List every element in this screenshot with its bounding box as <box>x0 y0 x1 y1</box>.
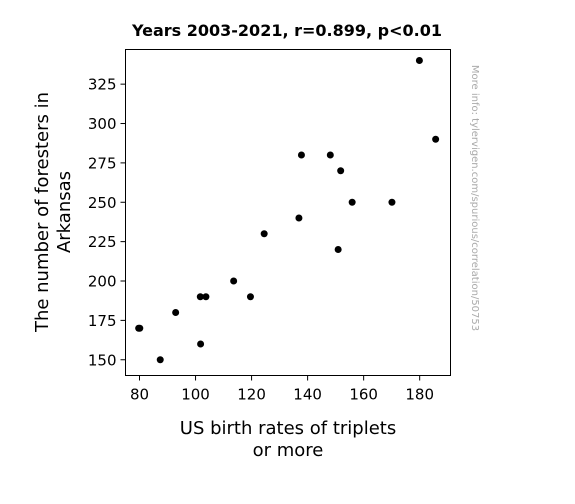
x-tick-label: 180 <box>405 386 434 404</box>
scatter-point <box>334 246 342 254</box>
x-axis-label-line-2: or more <box>253 440 324 461</box>
x-tick-label: 120 <box>237 386 266 404</box>
x-tick-label: 160 <box>349 386 378 404</box>
scatter-point <box>136 324 144 332</box>
y-tick-label: 250 <box>88 194 117 212</box>
chart-title: Years 2003-2021, r=0.899, p<0.01 <box>131 21 442 40</box>
y-tick-label: 200 <box>88 273 117 291</box>
y-tick-label: 175 <box>88 312 117 330</box>
scatter-point <box>432 135 440 143</box>
y-axis-ticks: 150 175 200 225 250 275 300 325 <box>88 76 126 369</box>
scatter-point <box>297 151 305 159</box>
scatter-point <box>197 340 205 348</box>
plot-area <box>125 49 451 376</box>
y-tick-label: 325 <box>88 76 117 94</box>
x-axis-ticks: 80 100 120 140 160 180 <box>130 375 434 404</box>
scatter-point <box>172 309 180 317</box>
x-tick-label: 100 <box>181 386 210 404</box>
x-axis-label-line-1: US birth rates of triplets <box>180 418 396 439</box>
scatter-point <box>337 167 345 175</box>
y-tick-label: 300 <box>88 115 117 133</box>
scatter-point <box>156 356 164 364</box>
x-tick-label: 140 <box>293 386 322 404</box>
scatter-point <box>326 151 334 159</box>
x-tick-label: 80 <box>130 386 149 404</box>
scatter-point <box>260 230 268 238</box>
y-tick-label: 275 <box>88 154 117 172</box>
scatter-point <box>415 57 423 65</box>
scatter-point <box>388 198 396 206</box>
y-tick-label: 225 <box>88 233 117 251</box>
scatter-point <box>230 277 238 285</box>
y-axis-label-line-1: The number of foresters in <box>32 92 53 333</box>
data-points <box>135 57 440 364</box>
scatter-point <box>246 293 254 301</box>
scatter-point <box>202 293 210 301</box>
y-axis-label-line-2: Arkansas <box>54 171 75 253</box>
scatter-point <box>196 293 204 301</box>
y-tick-label: 150 <box>88 351 117 369</box>
scatter-point <box>348 198 356 206</box>
watermark-text: More info: tylervigen.com/spurious/corre… <box>469 65 480 331</box>
scatter-point <box>295 214 303 222</box>
